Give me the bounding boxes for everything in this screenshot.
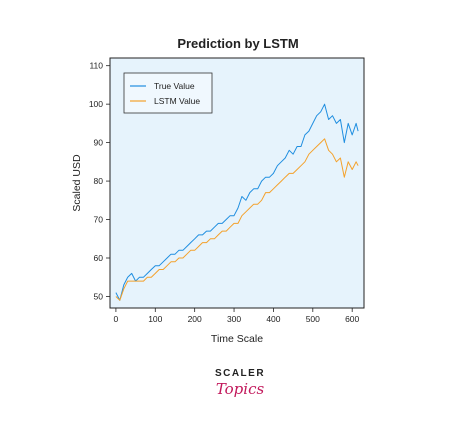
x-tick-label: 500 xyxy=(306,314,320,324)
legend: True Value LSTM Value xyxy=(123,72,213,114)
y-axis-label: Scaled USD xyxy=(71,154,83,212)
legend-box xyxy=(123,72,213,114)
y-tick-label: 80 xyxy=(94,176,104,186)
x-tick-label: 100 xyxy=(148,314,162,324)
y-tick-label: 70 xyxy=(94,215,104,225)
x-tick-label: 0 xyxy=(114,314,119,324)
chart-title: Prediction by LSTM xyxy=(177,36,298,51)
legend-label-lstm-value: LSTM Value xyxy=(154,96,200,106)
x-tick-label: 600 xyxy=(345,314,359,324)
x-tick-label: 300 xyxy=(227,314,241,324)
y-tick-label: 100 xyxy=(89,99,103,109)
logo-wordmark-scaler: SCALER xyxy=(215,368,265,379)
series-layer xyxy=(115,103,359,301)
series-line-lstm-value xyxy=(115,138,359,301)
legend-label-true-value: True Value xyxy=(154,81,195,91)
y-axis: 50 60 70 80 90 100 110 xyxy=(89,61,110,301)
series-line-true-value xyxy=(115,103,359,301)
logo-wordmark-topics: Topics xyxy=(216,380,265,398)
scaler-topics-logo: SCALER Topics xyxy=(190,362,290,412)
x-tick-label: 400 xyxy=(266,314,280,324)
y-tick-label: 50 xyxy=(94,291,104,301)
y-tick-label: 60 xyxy=(94,253,104,263)
y-tick-label: 90 xyxy=(94,138,104,148)
x-tick-label: 200 xyxy=(188,314,202,324)
x-axis-label: Time Scale xyxy=(211,333,263,345)
y-tick-label: 110 xyxy=(89,61,103,71)
x-axis: 0 100 200 300 400 500 600 xyxy=(114,308,360,324)
